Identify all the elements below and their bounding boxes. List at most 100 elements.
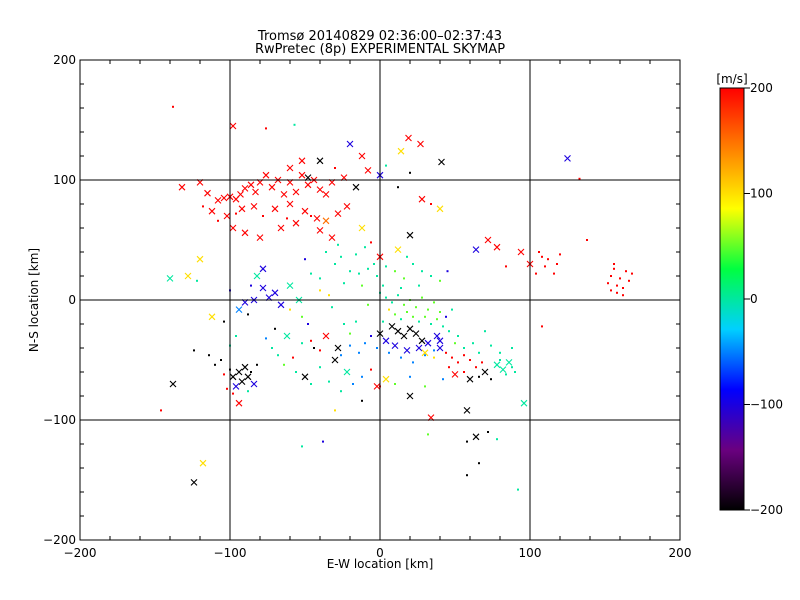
- y-tick-label: −100: [43, 413, 76, 427]
- data-point-x: [436, 205, 444, 213]
- data-point-x: [418, 337, 426, 345]
- data-point-dot: [616, 284, 618, 287]
- data-point-x: [241, 185, 249, 192]
- data-point-x: [184, 272, 192, 280]
- data-point-dot: [430, 323, 432, 325]
- data-point-dot: [340, 255, 342, 258]
- data-point-dot: [388, 351, 390, 354]
- data-point-dot: [424, 385, 426, 388]
- data-point-x: [298, 157, 306, 165]
- data-point-x: [436, 337, 444, 345]
- data-point-x: [394, 327, 402, 335]
- data-point-x: [304, 181, 312, 189]
- data-point-x: [313, 215, 321, 222]
- data-point-dot: [446, 270, 449, 273]
- data-point-x: [298, 171, 306, 179]
- chart-subtitle: RwPretec (8p) EXPERIMENTAL SKYMAP: [254, 42, 506, 57]
- data-point-dot: [499, 359, 501, 361]
- data-point-dot: [586, 239, 588, 241]
- data-point-x: [301, 373, 309, 381]
- colorbar: [719, 87, 745, 511]
- data-point-dot: [160, 409, 162, 412]
- data-point-dot: [538, 251, 540, 253]
- data-point-x: [517, 248, 525, 256]
- data-point-dot: [235, 212, 237, 215]
- x-tick-label: 100: [519, 546, 542, 560]
- data-point-dot: [613, 263, 615, 265]
- data-point-dot: [325, 251, 327, 253]
- data-point-x: [463, 407, 471, 414]
- data-point-x: [190, 479, 198, 486]
- data-point-x: [208, 313, 216, 321]
- data-point-dot: [301, 315, 303, 318]
- data-point-dot: [439, 311, 441, 313]
- x-tick-label: −100: [214, 546, 247, 560]
- data-point-x: [292, 219, 300, 227]
- data-point-x: [415, 344, 423, 352]
- data-point-dot: [409, 375, 411, 378]
- data-point-dot: [541, 325, 543, 328]
- data-point-dot: [448, 330, 450, 333]
- data-point-dot: [376, 275, 378, 277]
- data-point-x: [403, 347, 411, 354]
- data-point-dot: [250, 371, 252, 373]
- data-point-dot: [463, 371, 465, 373]
- data-point-x: [316, 227, 324, 234]
- data-point-dot: [292, 356, 294, 359]
- data-point-dot: [406, 255, 408, 258]
- data-point-dot: [310, 383, 312, 385]
- data-point-x: [259, 284, 267, 292]
- data-point-x: [241, 363, 249, 371]
- data-point-dot: [343, 323, 345, 325]
- data-point-x: [343, 203, 351, 210]
- data-point-dot: [367, 267, 369, 270]
- data-point-x: [301, 207, 309, 215]
- data-point-x: [382, 337, 390, 345]
- data-point-x: [250, 380, 258, 388]
- data-point-dot: [274, 327, 276, 330]
- axes-layer: −200 −100 0 100 200 −200 −100 0 100 200: [43, 53, 691, 560]
- data-point-dot: [310, 272, 312, 275]
- y-tick-label: 200: [53, 53, 76, 67]
- data-point-x: [343, 368, 351, 376]
- data-point-dot: [499, 351, 501, 354]
- chart-title: Tromsø 20140829 02:36:00–02:37:43: [257, 29, 503, 44]
- data-point-dot: [466, 440, 468, 443]
- data-point-dot: [193, 349, 195, 352]
- data-point-dot: [436, 318, 438, 321]
- y-tick-label: 100: [53, 173, 76, 187]
- data-point-dot: [313, 347, 315, 349]
- data-point-x: [286, 200, 294, 208]
- data-point-dot: [505, 265, 507, 268]
- data-point-dot: [223, 320, 225, 323]
- data-point-dot: [517, 488, 519, 491]
- colorbar-tick-label: −200: [750, 503, 783, 517]
- data-point-x: [391, 342, 399, 349]
- data-point-dot: [487, 431, 489, 433]
- data-point-dot: [403, 303, 405, 306]
- data-point-dot: [427, 433, 429, 436]
- data-point-dot: [430, 203, 432, 205]
- x-axis-label: E-W location [km]: [327, 557, 434, 571]
- data-point-dot: [445, 315, 447, 318]
- data-point-x: [232, 383, 240, 390]
- data-point-dot: [496, 438, 498, 441]
- data-point-dot: [511, 347, 513, 349]
- data-point-x: [169, 380, 177, 388]
- data-point-dot: [394, 270, 396, 273]
- data-point-dot: [478, 375, 480, 378]
- data-point-dot: [385, 164, 387, 167]
- data-point-dot: [418, 320, 420, 323]
- data-point-dot: [433, 349, 435, 352]
- data-point-dot: [505, 373, 507, 376]
- y-tick-label: 0: [68, 293, 76, 307]
- data-point-dot: [535, 272, 537, 275]
- data-point-x: [283, 332, 291, 340]
- data-point-x: [373, 383, 381, 390]
- data-point-dot: [196, 279, 198, 282]
- data-point-x: [451, 371, 459, 378]
- data-point-x: [196, 255, 204, 263]
- data-point-dot: [616, 291, 618, 294]
- data-point-x: [280, 191, 288, 198]
